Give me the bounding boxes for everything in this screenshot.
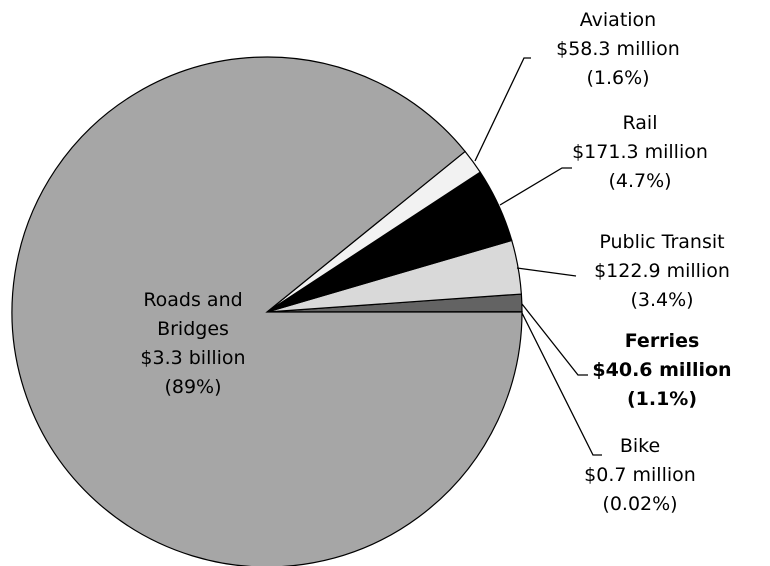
slice-percent: (4.7%) — [608, 170, 672, 192]
slice-name: Ferries — [624, 330, 700, 352]
slice-amount: $171.3 million — [572, 141, 708, 163]
slice-label: Roads and Bridges $3.3 billion (89%) — [113, 286, 273, 402]
slice-label: Rail $171.3 million (4.7%) — [550, 109, 730, 196]
leader-line — [516, 267, 577, 277]
slice-name: Roads and Bridges — [143, 289, 243, 340]
slice-amount: $40.6 million — [592, 359, 732, 381]
slice-amount: $58.3 million — [556, 38, 680, 60]
leader-line — [499, 167, 572, 206]
slice-label: Aviation $58.3 million (1.6%) — [528, 6, 708, 93]
leader-line — [521, 303, 588, 376]
slice-label: Public Transit $122.9 million (3.4%) — [572, 228, 752, 315]
slice-amount: $0.7 million — [584, 464, 696, 486]
slice-percent: (89%) — [164, 376, 222, 398]
slice-name: Bike — [619, 435, 661, 457]
pie-slice — [11, 56, 523, 566]
slice-percent: (0.02%) — [602, 493, 678, 515]
slice-label: Ferries $40.6 million (1.1%) — [572, 327, 752, 414]
slice-name: Aviation — [579, 9, 657, 31]
slice-percent: (1.6%) — [586, 67, 650, 89]
slice-percent: (3.4%) — [630, 289, 694, 311]
slice-name: Public Transit — [599, 231, 725, 253]
slice-percent: (1.1%) — [626, 388, 698, 410]
slice-amount: $3.3 billion — [140, 347, 246, 369]
leader-line — [521, 312, 602, 456]
slice-label: Bike $0.7 million (0.02%) — [560, 432, 720, 519]
slice-amount: $122.9 million — [594, 260, 730, 282]
slice-name: Rail — [622, 112, 658, 134]
leader-line — [474, 57, 531, 162]
